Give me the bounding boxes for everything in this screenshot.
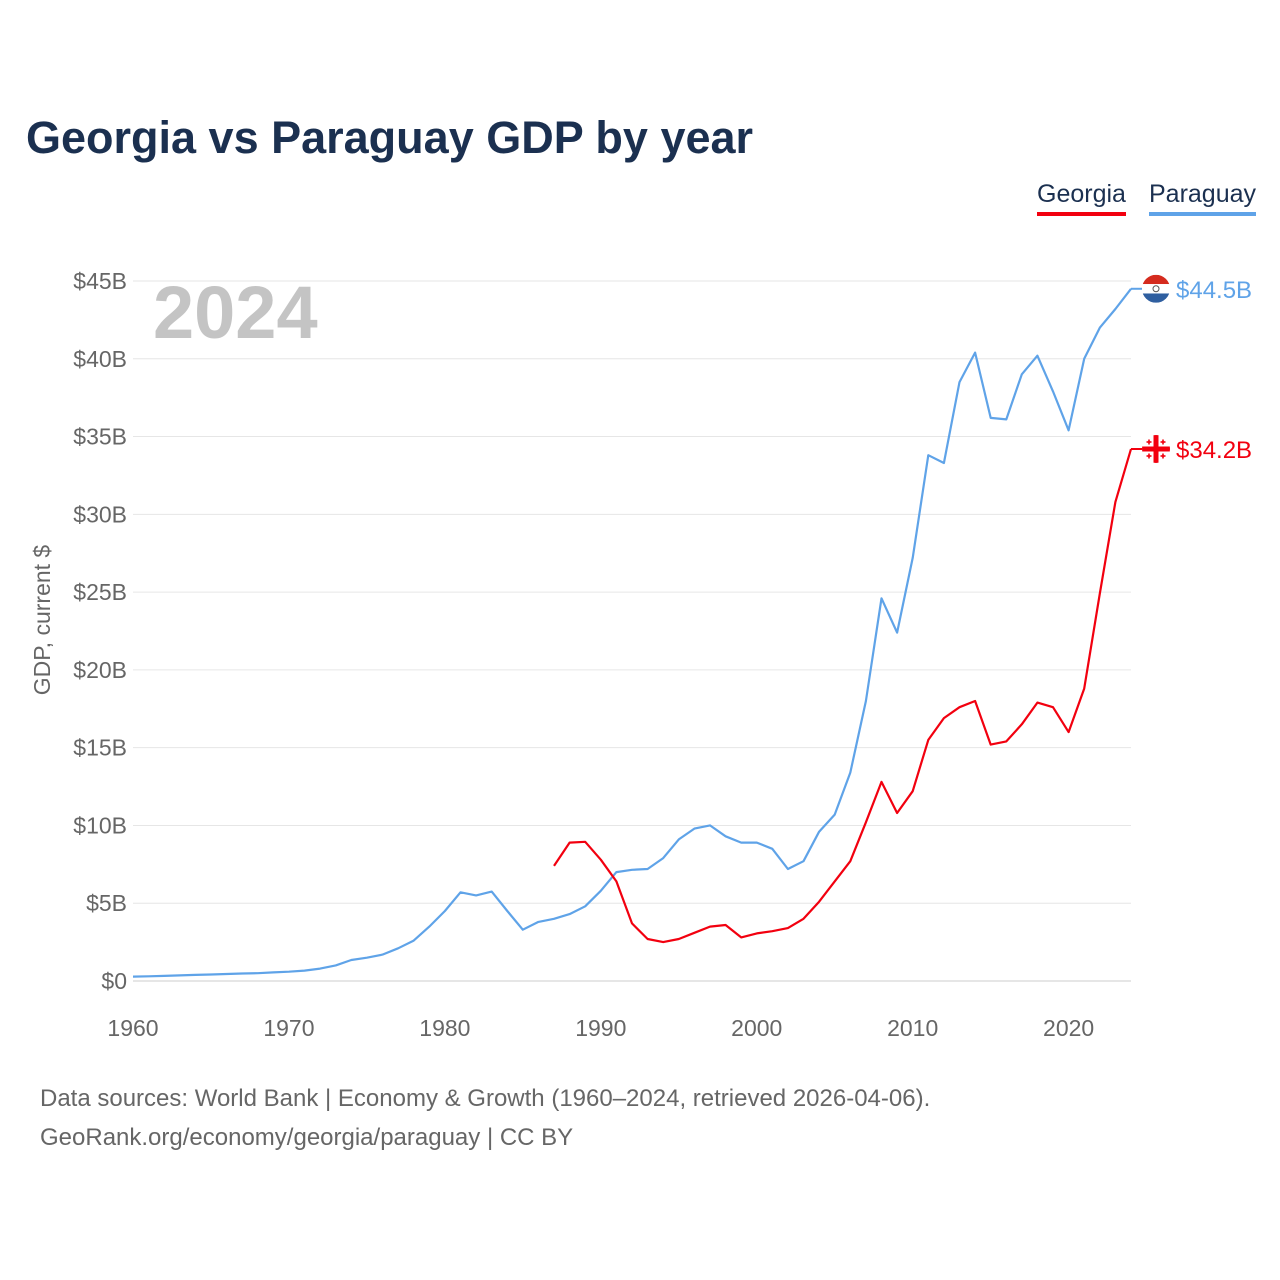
x-tick-label: 1990 [575,1015,626,1041]
chart-title: Georgia vs Paraguay GDP by year [26,112,754,163]
series-lines [132,288,1133,978]
footer-sources: Data sources: World Bank | Economy & Gro… [40,1085,931,1112]
x-tick-label: 1960 [107,1015,158,1041]
y-tick-label: $25B [73,579,127,605]
x-tick-label: 2020 [1043,1015,1094,1041]
y-tick-label: $5B [86,890,127,916]
x-axis-ticks: 1960 1970 1980 1990 2000 2010 2020 [107,1015,1094,1041]
y-tick-label: $20B [73,657,127,683]
x-tick-label: 1970 [263,1015,314,1041]
x-tick-label: 1980 [419,1015,470,1041]
y-axis-ticks: $0 $5B $10B $15B $20B $25B $30B $35B $40B $45B [73,268,127,994]
y-tick-label: $40B [73,346,127,372]
legend-item-paraguay[interactable]: Paraguay [1149,180,1257,216]
x-tick-label: 2000 [731,1015,782,1041]
y-tick-label: $0 [101,968,127,994]
x-tick-label: 2010 [887,1015,938,1041]
y-tick-label: $10B [73,812,127,838]
y-tick-label: $30B [73,501,127,527]
y-tick-label: $45B [73,268,127,294]
y-axis-label: GDP, current $ [29,545,55,696]
flag-georgia-icon [1142,435,1170,463]
end-value-label-paraguay: $44.5B [1176,277,1252,304]
series-line-paraguay[interactable] [132,288,1132,978]
gridlines [133,280,1131,982]
y-tick-label: $15B [73,735,127,761]
flag-paraguay-icon [1142,274,1170,303]
y-tick-label: $35B [73,424,127,450]
year-watermark: 2024 [153,271,318,354]
end-value-label-georgia: $34.2B [1176,437,1252,464]
series-line-georgia[interactable] [553,448,1133,944]
legend-item-georgia[interactable]: Georgia [1037,180,1126,216]
footer-link[interactable]: GeoRank.org/economy/georgia/paraguay | C… [40,1124,574,1151]
end-labels: $44.5B $34.2B [1131,274,1252,464]
